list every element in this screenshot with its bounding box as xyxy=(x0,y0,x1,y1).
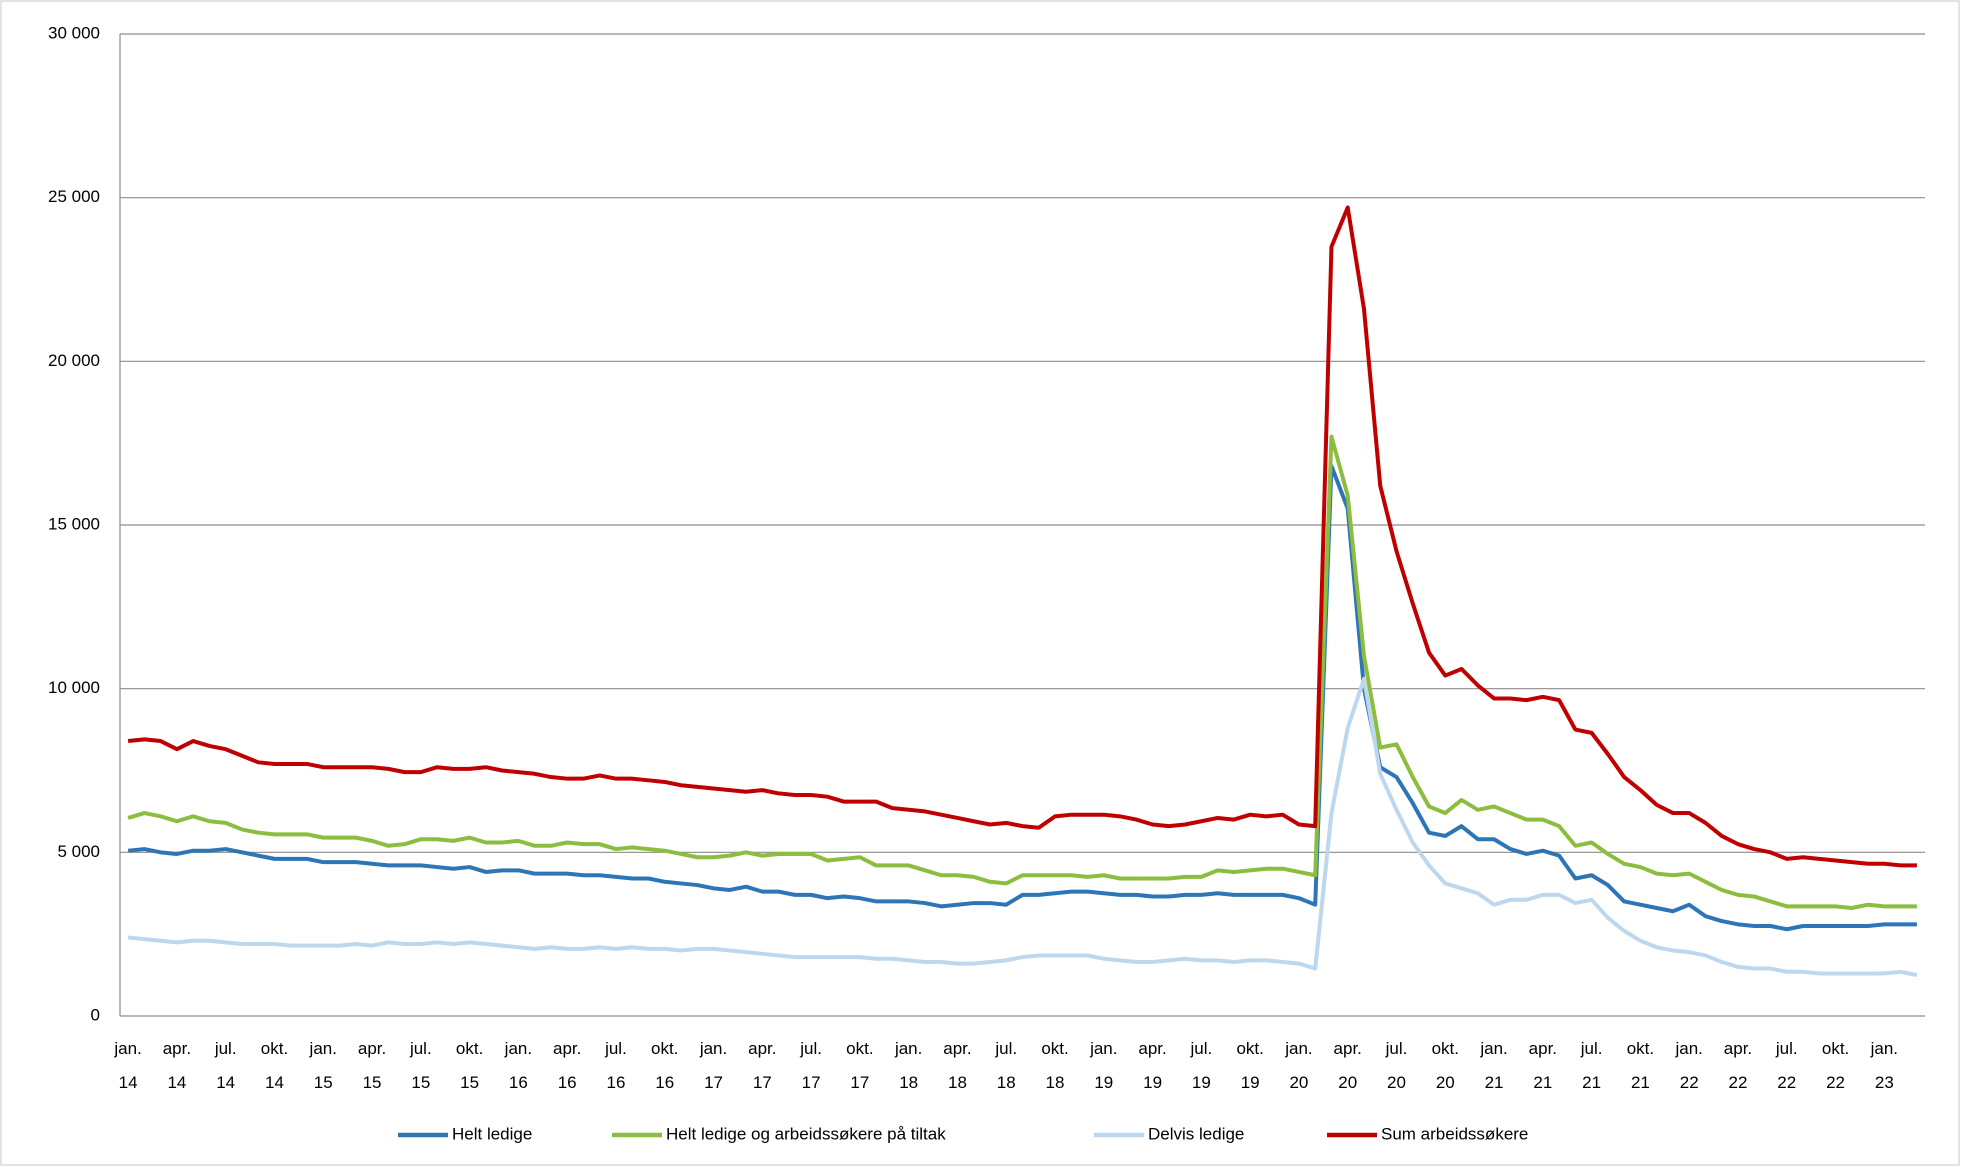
y-tick-label: 30 000 xyxy=(48,23,100,42)
x-tick-label: okt. 18 xyxy=(1041,1039,1069,1092)
x-tick-label: apr. 15 xyxy=(357,1039,387,1092)
x-tick-label: jul. 18 xyxy=(995,1039,1018,1092)
series-line xyxy=(127,464,1917,932)
x-tick-label: jan. 22 xyxy=(1675,1039,1703,1092)
series-line xyxy=(127,676,1918,978)
y-tick-label: 5 000 xyxy=(57,842,100,861)
x-tick-label: jul. 15 xyxy=(409,1039,432,1092)
x-tick-label: apr. 21 xyxy=(1528,1039,1558,1092)
x-tick-label: jul. 17 xyxy=(800,1039,822,1092)
x-tick-label: okt. 21 xyxy=(1626,1039,1655,1092)
x-tick-label: apr. 17 xyxy=(748,1039,777,1092)
x-tick-label: okt. 19 xyxy=(1236,1039,1264,1092)
legend-label: Helt ledige xyxy=(452,1124,532,1143)
y-tick-label: 15 000 xyxy=(48,514,100,533)
x-tick-label: jan. 18 xyxy=(894,1039,923,1092)
x-tick-label: jul. 21 xyxy=(1580,1039,1603,1092)
x-tick-label: jul. 20 xyxy=(1385,1039,1408,1092)
series-line xyxy=(127,205,1917,868)
x-tick-label: jul. 16 xyxy=(605,1039,627,1092)
x-tick-label: apr. 18 xyxy=(943,1039,972,1092)
x-tick-label: okt. 14 xyxy=(260,1039,289,1092)
x-tick-label: jan. 21 xyxy=(1480,1039,1508,1092)
x-tick-label: okt. 22 xyxy=(1821,1039,1850,1092)
y-tick-label: 25 000 xyxy=(48,187,100,206)
x-tick-label: jan. 23 xyxy=(1870,1039,1899,1092)
x-tick-label: okt. 20 xyxy=(1431,1039,1459,1092)
y-tick-label: 20 000 xyxy=(48,351,100,370)
x-tick-label: okt. 17 xyxy=(846,1039,874,1092)
series-line xyxy=(127,434,1917,910)
y-tick-label: 0 xyxy=(91,1005,100,1024)
x-tick-label: apr. 22 xyxy=(1723,1039,1753,1092)
x-tick-label: jan. 14 xyxy=(114,1039,142,1092)
x-tick-label: jan. 17 xyxy=(699,1039,728,1092)
x-tick-label: apr. 19 xyxy=(1138,1039,1167,1092)
x-tick-label: jul. 22 xyxy=(1775,1039,1798,1092)
legend-label: Sum arbeidssøkere xyxy=(1381,1124,1528,1143)
x-tick-label: jul. 14 xyxy=(214,1039,237,1092)
x-tick-label: jan. 15 xyxy=(309,1039,337,1092)
x-tick-label: jan. 19 xyxy=(1090,1039,1118,1092)
x-tick-label: okt. 15 xyxy=(455,1039,484,1092)
x-tick-label: apr. 14 xyxy=(162,1039,192,1092)
legend-label: Delvis ledige xyxy=(1148,1124,1244,1143)
x-tick-label: jan. 20 xyxy=(1285,1039,1313,1092)
x-tick-label: apr. 16 xyxy=(552,1039,582,1092)
x-tick-label: okt. 16 xyxy=(651,1039,679,1092)
x-tick-label: jul. 19 xyxy=(1190,1039,1213,1092)
y-tick-label: 10 000 xyxy=(48,678,100,697)
x-tick-label: jan. 16 xyxy=(504,1039,533,1092)
x-tick-label: apr. 20 xyxy=(1333,1039,1362,1092)
legend-label: Helt ledige og arbeidssøkere på tiltak xyxy=(666,1124,946,1143)
